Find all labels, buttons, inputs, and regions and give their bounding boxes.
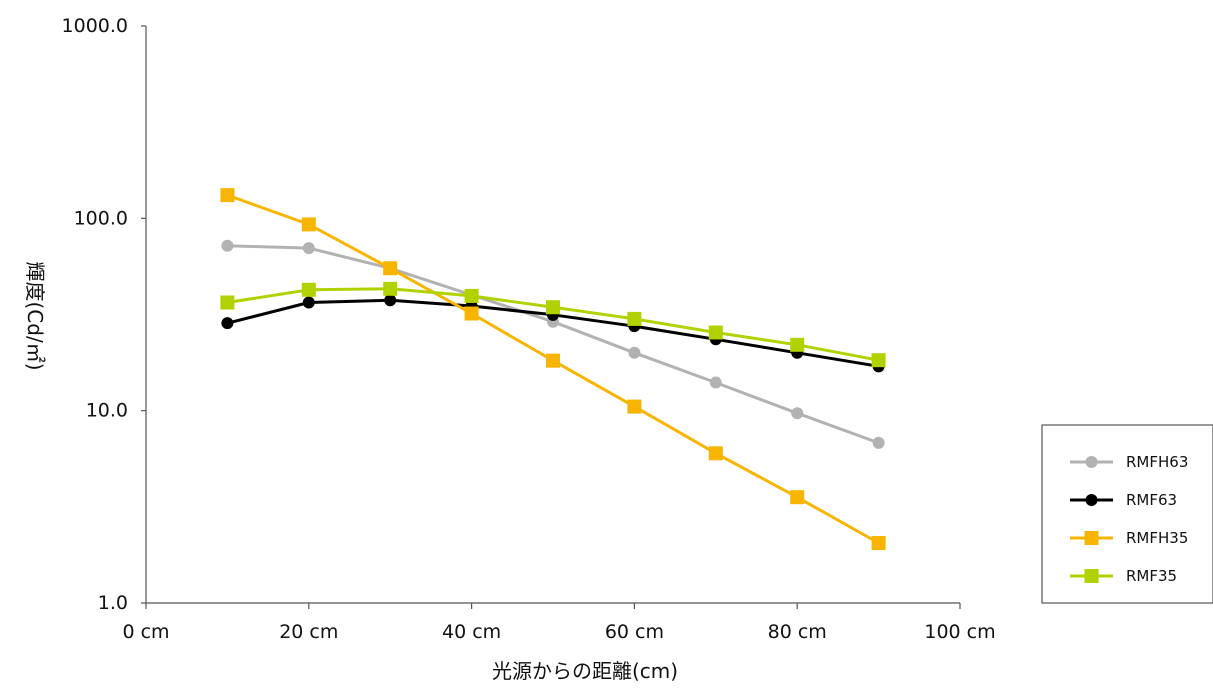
data-point-rmf35	[627, 311, 642, 326]
y-tick-label: 1.0	[98, 592, 128, 614]
legend-label: RMFH63	[1126, 453, 1188, 471]
legend-swatch-marker	[1084, 569, 1099, 583]
series-rmfh35	[220, 188, 886, 551]
data-point-rmfh35	[383, 261, 398, 276]
data-point-rmfh35	[546, 353, 560, 368]
legend-label: RMF35	[1126, 567, 1177, 585]
legend-item-rmf35: RMF35	[1070, 567, 1177, 585]
data-point-rmfh63	[302, 242, 315, 255]
series-line-rmfh35	[226, 193, 880, 545]
data-point-rmfh63	[872, 436, 885, 449]
series-layer	[220, 188, 886, 551]
data-point-rmfh35	[220, 188, 235, 203]
y-axis-label: 輝度(Cd/㎡)	[23, 261, 47, 370]
data-point-rmfh35	[464, 306, 479, 321]
data-point-rmfh35	[627, 399, 642, 414]
legend-item-rmfh35: RMFH35	[1070, 529, 1188, 547]
legend-swatch-marker	[1085, 494, 1098, 506]
data-point-rmfh35	[301, 217, 316, 232]
x-tick-label: 0 cm	[122, 621, 169, 643]
data-point-rmf63	[384, 294, 397, 307]
x-tick-label: 60 cm	[605, 621, 664, 643]
y-tick-label: 10.0	[86, 400, 128, 422]
data-point-rmf63	[221, 317, 234, 330]
axes	[145, 26, 960, 604]
y-tick-label: 1000.0	[62, 15, 128, 37]
legend: RMFH63 RMF63 RMFH35 RMF35	[1041, 424, 1213, 604]
x-axis-label: 光源からの距離(cm)	[492, 659, 678, 683]
legend-swatch-marker	[1085, 456, 1098, 468]
data-point-rmf35	[220, 295, 235, 310]
x-tick-label: 20 cm	[279, 621, 338, 643]
legend-label: RMFH35	[1126, 529, 1188, 547]
legend-box	[1041, 424, 1213, 604]
legend-item-rmfh63: RMFH63	[1070, 453, 1188, 471]
y-ticks: 1.0 10.0 100.0 1000.0	[62, 15, 146, 614]
legend-swatch-marker	[1084, 531, 1099, 545]
data-point-rmf63	[302, 296, 315, 309]
x-tick-label: 80 cm	[768, 621, 827, 643]
x-tick-label: 40 cm	[442, 621, 501, 643]
x-tick-label: 100 cm	[924, 621, 995, 643]
data-point-rmfh63	[221, 239, 234, 252]
legend-label: RMF63	[1126, 491, 1177, 509]
data-point-rmf35	[301, 282, 316, 297]
data-point-rmf35	[546, 300, 560, 315]
series-rmf35	[220, 281, 886, 368]
y-tick-label: 100.0	[74, 207, 128, 229]
data-point-rmfh35	[790, 490, 805, 505]
data-point-rmf35	[790, 337, 805, 352]
series-line-rmfh63	[227, 244, 880, 445]
data-point-rmf35	[464, 288, 479, 303]
data-point-rmfh35	[708, 446, 723, 461]
data-point-rmfh35	[871, 536, 886, 551]
data-point-rmf35	[383, 281, 398, 296]
data-point-rmfh63	[791, 407, 804, 420]
data-point-rmfh63	[628, 346, 641, 359]
data-point-rmfh63	[709, 376, 722, 389]
data-point-rmf35	[708, 325, 723, 340]
data-point-rmf35	[871, 353, 886, 368]
x-ticks: 0 cm 20 cm 40 cm 60 cm 80 cm 100 cm	[122, 603, 996, 643]
legend-item-rmf63: RMF63	[1070, 491, 1177, 509]
